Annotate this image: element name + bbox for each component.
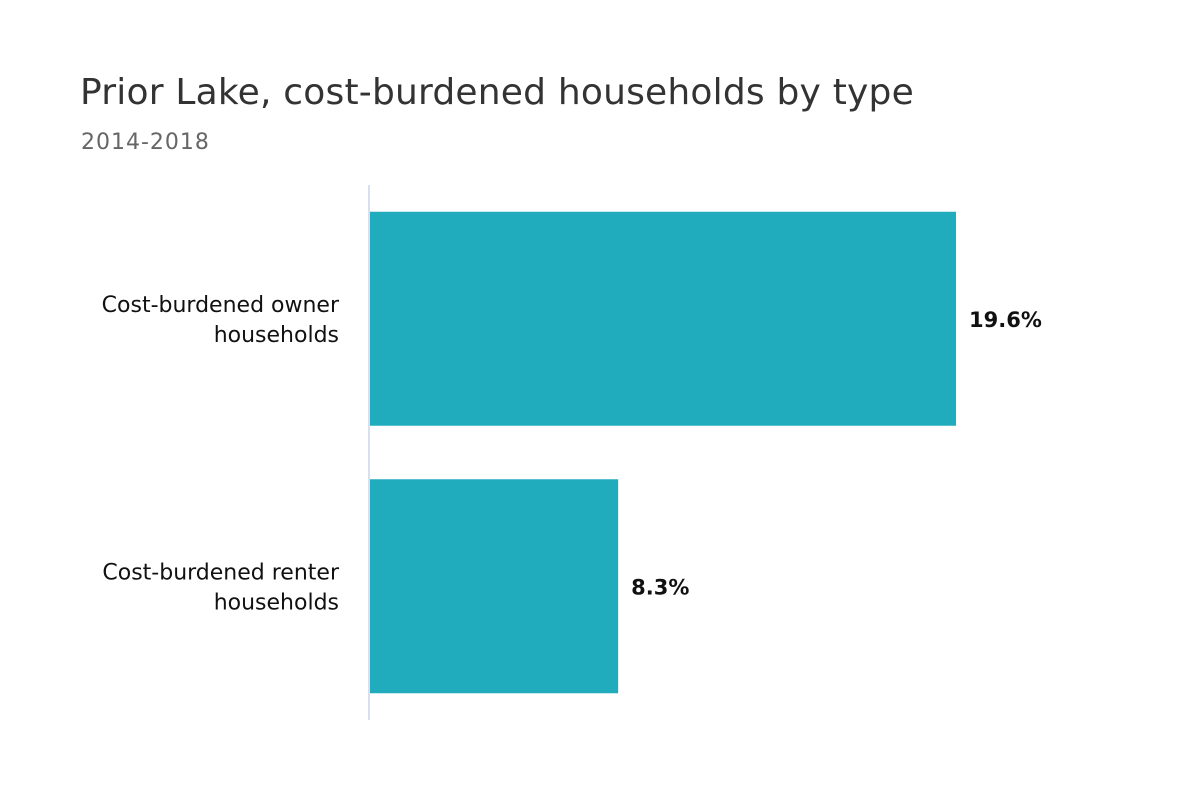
chart-subtitle: 2014-2018 (81, 130, 210, 155)
bar-1 (370, 479, 619, 694)
category-label-1: Cost-burdened renter households (102, 560, 340, 615)
value-label-1: 8.3% (631, 575, 689, 599)
category-label-line: households (214, 590, 339, 615)
bar-0 (370, 211, 956, 426)
chart-title: Prior Lake, cost-burdened households by … (80, 72, 914, 113)
category-label-line: Cost-burdened renter (102, 560, 340, 585)
category-label-0: Cost-burdened owner households (102, 293, 340, 348)
category-label-line: Cost-burdened owner (102, 293, 340, 318)
value-label-0: 19.6% (969, 308, 1042, 332)
category-label-line: households (214, 323, 339, 348)
